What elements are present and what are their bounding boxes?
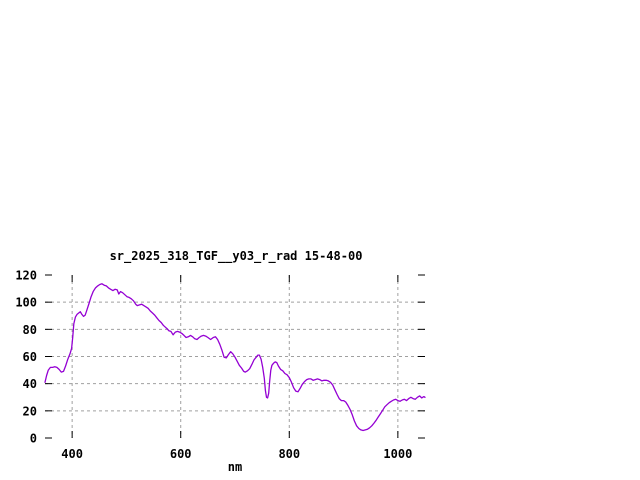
y-tick-label: 60 bbox=[23, 350, 37, 364]
y-tick-label: 80 bbox=[23, 323, 37, 337]
x-axis-label: nm bbox=[228, 460, 242, 474]
y-tick-label: 0 bbox=[30, 432, 37, 446]
x-tick-label: 600 bbox=[170, 447, 192, 461]
series-layer bbox=[44, 283, 426, 432]
series-line bbox=[44, 283, 426, 432]
chart-title: sr_2025_318_TGF__y03_r_rad 15-48-00 bbox=[110, 249, 363, 264]
tick-labels: 400 600 800 1000 0 20 40 60 80 100 120 bbox=[15, 269, 412, 462]
y-tick-label: 120 bbox=[15, 269, 37, 283]
x-tick-label: 800 bbox=[278, 447, 300, 461]
axis-ticks bbox=[45, 274, 425, 439]
y-tick-label: 40 bbox=[23, 377, 37, 391]
x-tick-label: 1000 bbox=[383, 447, 412, 461]
y-tick-label: 100 bbox=[15, 296, 37, 310]
y-tick-label: 20 bbox=[23, 404, 37, 418]
x-tick-label: 400 bbox=[61, 447, 83, 461]
